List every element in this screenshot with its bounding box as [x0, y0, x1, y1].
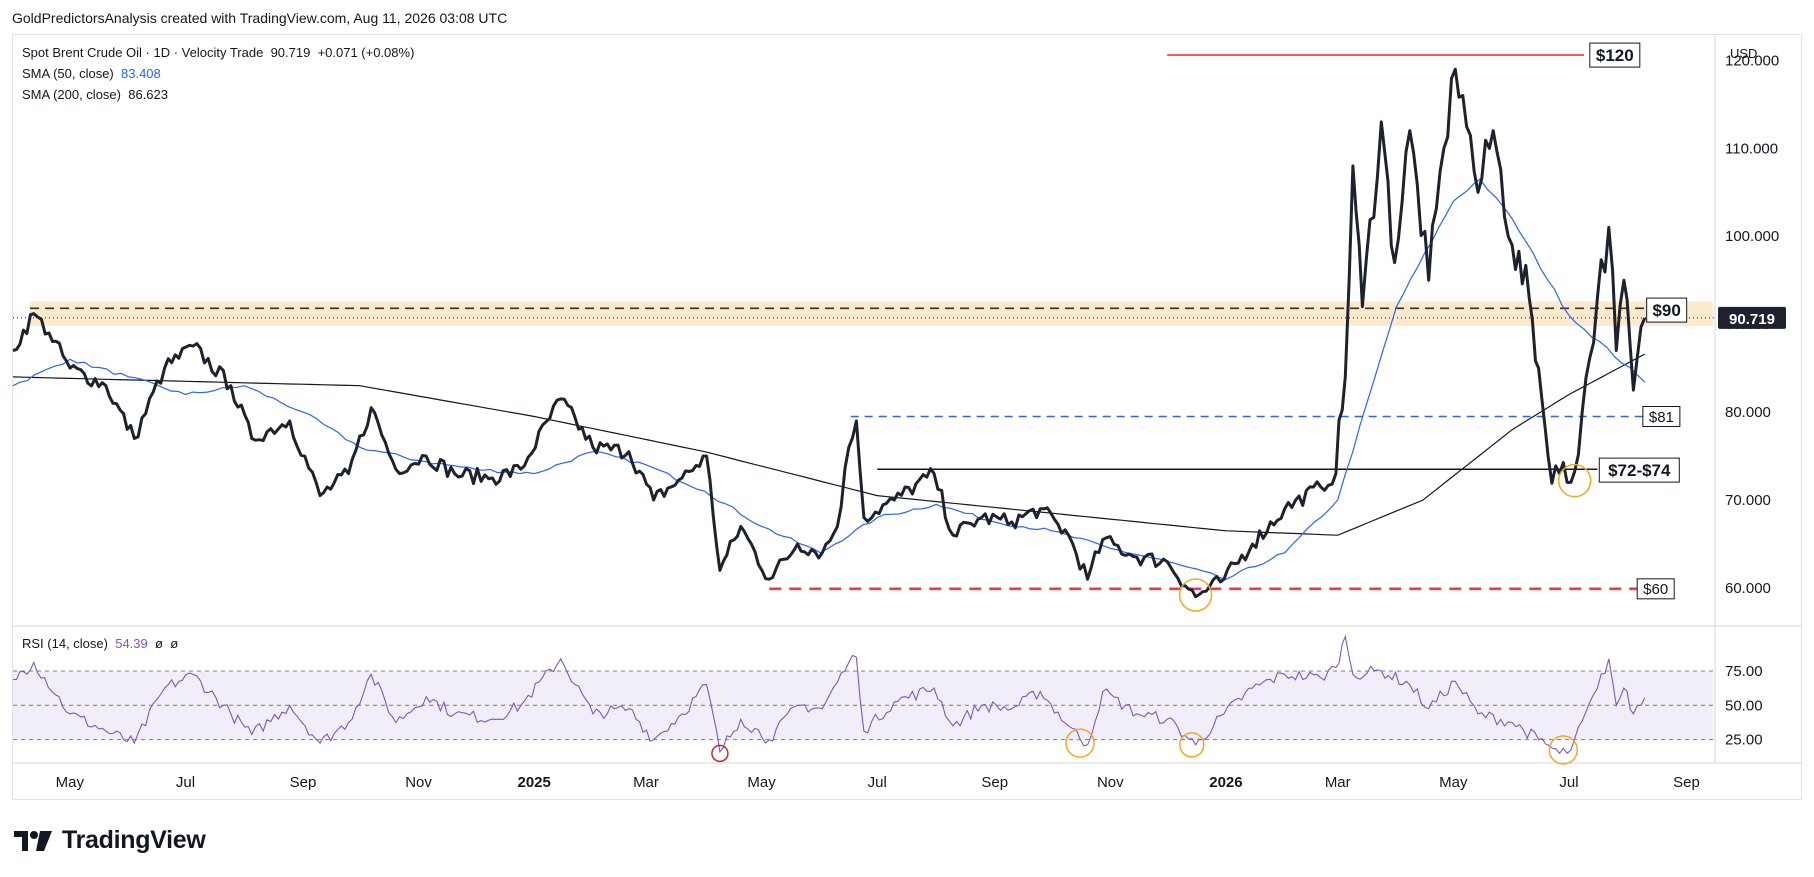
tradingview-logo-icon — [14, 830, 52, 851]
time-label-7: Jul — [868, 774, 887, 791]
time-label-8: Sep — [981, 774, 1008, 791]
time-label-3: Nov — [405, 774, 432, 791]
callout-box-callout_120[interactable] — [1589, 42, 1641, 68]
time-label-10: 2026 — [1209, 774, 1242, 791]
legend-sma200-label: SMA (200, close) — [22, 87, 121, 102]
legend-price: 90.719 — [270, 45, 311, 60]
price-line[interactable] — [12, 67, 1647, 599]
price-tick-0: 120.000 — [1725, 52, 1779, 69]
time-label-6: May — [747, 774, 776, 791]
callout-label-callout_81: $81 — [1649, 409, 1674, 426]
price-tick-4: 80.000 — [1725, 404, 1771, 421]
legend-sma50-label: SMA (50, close) — [22, 66, 114, 81]
callout-label-callout_120: $120 — [1596, 46, 1634, 65]
time-label-9: Nov — [1097, 774, 1124, 791]
callout-box-callout_60[interactable] — [1636, 578, 1675, 600]
chart-frame — [12, 34, 1802, 800]
rsi-highlight-circle-0 — [1065, 728, 1095, 758]
time-label-0: May — [56, 774, 85, 791]
legend-change: +0.071 (+0.08%) — [317, 45, 415, 60]
time-label-5: Mar — [633, 774, 659, 791]
price-tick-1: 110.000 — [1725, 140, 1778, 157]
tradingview-logo[interactable]: TradingView — [14, 826, 206, 855]
time-label-1: Jul — [176, 774, 195, 791]
callout-box-callout_81[interactable] — [1642, 405, 1681, 427]
price-tick-6: 60.000 — [1725, 580, 1771, 597]
current-price-badge — [1718, 306, 1786, 329]
rsi-line[interactable] — [12, 634, 1646, 755]
tradingview-logo-text: TradingView — [62, 826, 206, 854]
legend-rsi-extra2: ø — [170, 636, 179, 651]
price-tick-2: 100.000 — [1725, 228, 1779, 245]
time-label-13: Jul — [1559, 774, 1578, 791]
legend-rsi[interactable]: RSI (14, close) 54.39 ø ø — [22, 636, 178, 651]
currency-label[interactable]: USD — [1730, 46, 1758, 61]
legend-sma200[interactable]: SMA (200, close) 86.623 — [22, 87, 168, 102]
callout-box-callout_72_74[interactable] — [1598, 457, 1680, 483]
rsi-highlight-circle-1 — [1179, 732, 1205, 758]
highlight-circle-1 — [1557, 463, 1592, 498]
time-label-12: May — [1439, 774, 1468, 791]
price-tick-5: 70.000 — [1725, 492, 1771, 509]
time-label-14: Sep — [1673, 774, 1700, 791]
resistance-band — [30, 301, 1713, 326]
rsi-tick-0: 75.00 — [1725, 663, 1763, 680]
legend-rsi-label: RSI (14, close) — [22, 636, 108, 651]
legend-sma50-value: 83.408 — [121, 66, 161, 81]
callout-label-callout_90: $90 — [1652, 301, 1680, 320]
sma50-line[interactable] — [12, 178, 1646, 580]
legend-symbol: Spot Brent Crude Oil · 1D · Velocity Tra… — [22, 45, 414, 60]
highlight-circle-0 — [1178, 578, 1213, 612]
chart-canvas[interactable]: $120 $90 $81 $72-$74 $60 120.000 110.000 100.00… — [0, 0, 1814, 800]
callout-label-callout_60: $60 — [1643, 581, 1668, 598]
chart-credit: GoldPredictorsAnalysis created with Trad… — [12, 10, 508, 26]
legend-rsi-extra1: ø — [155, 636, 163, 651]
callout-label-callout_72_74: $72-$74 — [1608, 461, 1671, 480]
time-label-11: Mar — [1325, 774, 1351, 791]
sma200-line[interactable] — [12, 353, 1646, 536]
rsi-highlight-circle-3 — [711, 744, 729, 763]
time-label-4: 2025 — [517, 774, 550, 791]
callout-box-callout_90[interactable] — [1646, 297, 1688, 323]
legend-symbol-name: Spot Brent Crude Oil · 1D · Velocity Tra… — [22, 45, 264, 60]
legend-sma50[interactable]: SMA (50, close) 83.408 — [22, 66, 161, 81]
rsi-tick-1: 50.00 — [1725, 697, 1763, 714]
current-price-badge-text: 90.719 — [1729, 311, 1775, 328]
legend-sma200-value: 86.623 — [128, 87, 168, 102]
rsi-tick-2: 25.00 — [1725, 732, 1763, 749]
legend-rsi-value: 54.39 — [115, 636, 148, 651]
time-label-2: Sep — [290, 774, 317, 791]
rsi-highlight-circle-2 — [1548, 735, 1579, 765]
